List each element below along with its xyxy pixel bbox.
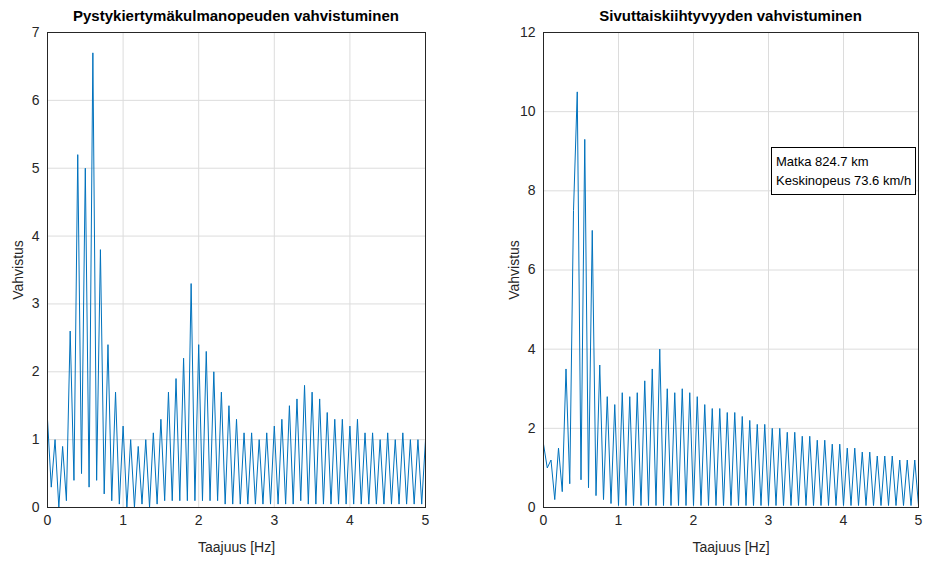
svg-text:4: 4	[32, 228, 40, 244]
html-text:Sivuttaiskiihtyvyyden vahvistu: Sivuttaiskiihtyvyyden vahvistuminen	[599, 7, 862, 24]
svg-text:0: 0	[44, 512, 52, 528]
svg-text:4: 4	[840, 512, 848, 528]
svg-text:1: 1	[615, 512, 623, 528]
svg-text:4: 4	[528, 341, 536, 357]
svg-text:5: 5	[32, 160, 40, 176]
svg-text:6: 6	[528, 261, 536, 277]
svg-text:2: 2	[690, 512, 698, 528]
html-text:Pystykiertymäkulmanopeuden vah: Pystykiertymäkulmanopeuden vahvistuminen	[73, 7, 399, 24]
svg-text:0: 0	[528, 499, 536, 515]
html-text:Keskinopeus 73.6 km/h: Keskinopeus 73.6 km/h	[776, 173, 912, 188]
svg-text:3: 3	[765, 512, 773, 528]
svg-text:10: 10	[520, 103, 536, 119]
svg-text:Vahvistus: Vahvistus	[10, 240, 26, 300]
svg-text:12: 12	[520, 24, 536, 40]
svg-text:5: 5	[422, 512, 430, 528]
svg-text:Taajuus [Hz]: Taajuus [Hz]	[198, 539, 275, 555]
svg-text:2: 2	[32, 363, 40, 379]
svg-text:3: 3	[32, 295, 40, 311]
svg-text:5: 5	[915, 512, 923, 528]
html-text:Matka 824.7 km: Matka 824.7 km	[776, 154, 869, 169]
svg-text:1: 1	[119, 512, 127, 528]
svg-text:0: 0	[540, 512, 548, 528]
svg-text:6: 6	[32, 92, 40, 108]
svg-text:Vahvistus: Vahvistus	[506, 240, 522, 300]
svg-text:3: 3	[270, 512, 278, 528]
svg-text:0: 0	[32, 499, 40, 515]
svg-text:2: 2	[528, 420, 536, 436]
svg-text:Taajuus [Hz]: Taajuus [Hz]	[692, 539, 769, 555]
svg-text:7: 7	[32, 24, 40, 40]
svg-text:1: 1	[32, 431, 40, 447]
svg-text:8: 8	[528, 182, 536, 198]
svg-text:2: 2	[195, 512, 203, 528]
svg-text:4: 4	[346, 512, 354, 528]
